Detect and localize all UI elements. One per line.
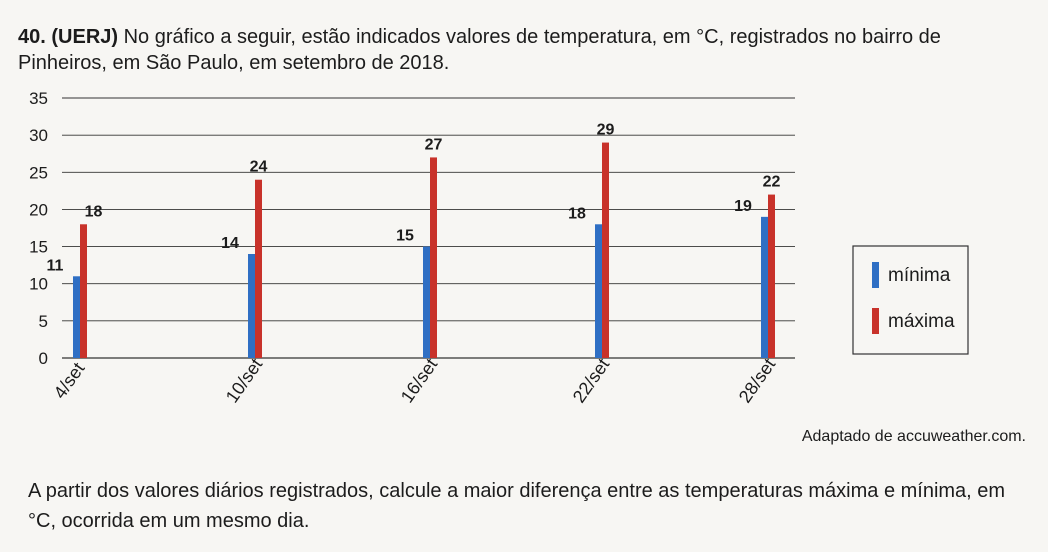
x-tick-label: 22/set: [569, 355, 614, 407]
data-label-minima: 14: [221, 235, 239, 252]
data-label-minima: 11: [47, 257, 64, 274]
bar-maxima: [80, 224, 87, 358]
bar-maxima: [768, 194, 775, 358]
bar-maxima: [430, 157, 437, 358]
legend-label: máxima: [888, 311, 955, 332]
legend-box: [852, 245, 969, 355]
bar-minima: [73, 276, 80, 358]
temperature-chart: 0 5 10 15 20 25 30 35 11 18 4/set 14 24 10/set 15 27 16/…: [0, 80, 1048, 460]
question-text: No gráfico a seguir, estão indicados val…: [18, 26, 941, 74]
data-label-maxima: 24: [250, 159, 268, 176]
data-label-maxima: 29: [597, 122, 615, 139]
question-source: (UERJ): [51, 26, 119, 48]
x-tick-label: 16/set: [397, 355, 442, 407]
y-tick-label: 35: [29, 89, 48, 108]
bar-minima: [761, 216, 768, 358]
bar-maxima: [602, 142, 609, 358]
legend-swatch: [872, 262, 879, 288]
y-tick-label: 10: [29, 275, 48, 294]
y-tick-label: 30: [29, 126, 48, 145]
chart-svg: 0 5 10 15 20 25 30 35 11 18 4/set 14 24 10/set 15 27 16/…: [29, 89, 969, 407]
question-header: 40. (UERJ) No gráfico a seguir, estão in…: [18, 24, 1028, 76]
bar-minima: [423, 246, 430, 358]
x-tick-label: 4/set: [50, 359, 89, 402]
data-label-minima: 19: [734, 198, 752, 215]
question-prompt: A partir dos valores diários registrados…: [28, 480, 1006, 532]
bar-minima: [248, 254, 255, 358]
y-tick-label: 15: [29, 238, 48, 257]
legend-swatch: [872, 308, 879, 334]
x-tick-label: 10/set: [222, 355, 267, 407]
question-number: 40.: [18, 26, 46, 48]
source-note: Adaptado de accuweather.com.: [801, 428, 1026, 445]
y-tick-label: 20: [29, 200, 48, 219]
bar-minima: [595, 224, 602, 358]
y-tick-label: 0: [39, 349, 48, 368]
data-label-maxima: 18: [85, 203, 103, 220]
bar-maxima: [255, 179, 262, 358]
y-tick-label: 5: [39, 312, 48, 331]
data-label-minima: 18: [568, 205, 586, 222]
data-label-maxima: 27: [425, 136, 443, 153]
data-label-minima: 15: [396, 228, 414, 245]
legend-label: mínima: [888, 265, 951, 286]
x-tick-label: 28/set: [735, 355, 780, 407]
y-tick-label: 25: [29, 163, 48, 182]
data-label-maxima: 22: [763, 174, 781, 191]
